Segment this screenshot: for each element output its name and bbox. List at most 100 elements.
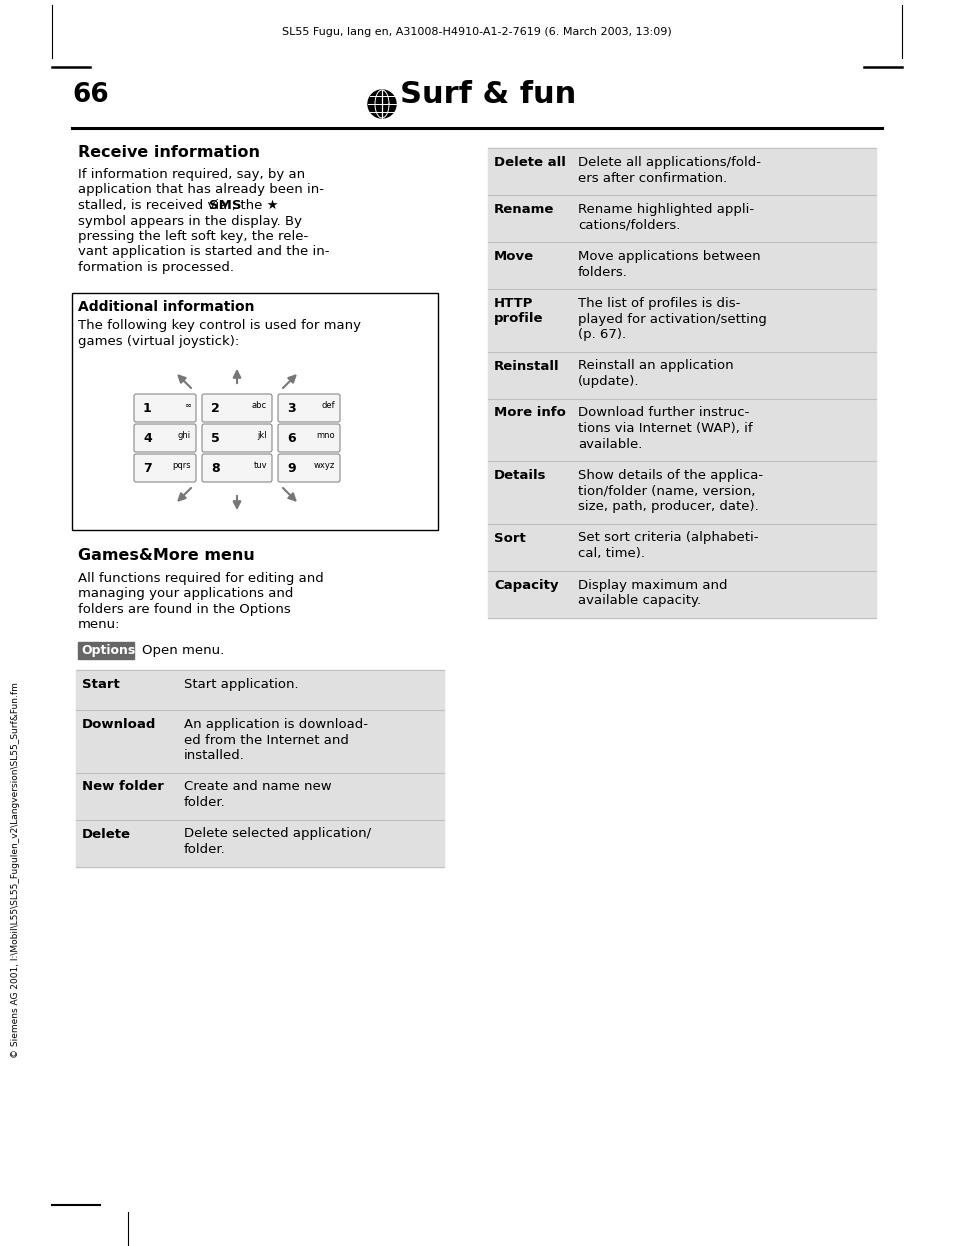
Text: 5: 5 (211, 431, 219, 445)
Text: tion/folder (name, version,: tion/folder (name, version, (578, 485, 755, 497)
Text: Delete all: Delete all (494, 156, 565, 169)
Text: © Siemens AG 2001, I:\Mobil\L55\SL55_Fugulen_v2\Langversion\SL55_Surf&Fun.fm: © Siemens AG 2001, I:\Mobil\L55\SL55_Fug… (11, 682, 20, 1058)
Text: , the ★: , the ★ (232, 199, 278, 212)
Text: folders are found in the Options: folders are found in the Options (78, 603, 291, 616)
Text: (update).: (update). (578, 375, 639, 388)
Text: The list of profiles is dis-: The list of profiles is dis- (578, 297, 740, 310)
Bar (488, 242, 875, 289)
Text: Reinstall an application: Reinstall an application (578, 360, 733, 373)
Text: folders.: folders. (578, 265, 627, 279)
Text: ers after confirmation.: ers after confirmation. (578, 172, 726, 184)
Text: folder.: folder. (184, 796, 226, 809)
Text: cal, time).: cal, time). (578, 547, 644, 559)
Text: tions via Internet (WAP), if: tions via Internet (WAP), if (578, 422, 752, 435)
Text: Surf & fun: Surf & fun (399, 80, 576, 108)
Text: Start: Start (82, 678, 120, 692)
Text: 6: 6 (287, 431, 295, 445)
Text: Details: Details (494, 468, 546, 482)
Text: The following key control is used for many: The following key control is used for ma… (78, 319, 360, 331)
Text: (p. 67).: (p. 67). (578, 328, 625, 341)
Text: games (virtual joystick):: games (virtual joystick): (78, 335, 239, 348)
Text: Set sort criteria (alphabeti-: Set sort criteria (alphabeti- (578, 532, 758, 545)
FancyBboxPatch shape (133, 394, 195, 422)
Text: pqrs: pqrs (172, 461, 191, 470)
Text: If information required, say, by an: If information required, say, by an (78, 168, 305, 181)
Text: pressing the left soft key, the rele-: pressing the left soft key, the rele- (78, 231, 308, 243)
Text: tuv: tuv (253, 461, 267, 470)
Bar (71, 293, 437, 530)
Text: Delete all applications/fold-: Delete all applications/fold- (578, 156, 760, 169)
Text: installed.: installed. (184, 749, 245, 763)
Text: vant application is started and the in-: vant application is started and the in- (78, 245, 329, 258)
Text: mno: mno (316, 431, 335, 440)
Text: New folder: New folder (82, 780, 164, 794)
Text: ghi: ghi (177, 431, 191, 440)
Text: Move: Move (494, 250, 534, 263)
Text: profile: profile (494, 312, 543, 325)
Text: Start application.: Start application. (184, 678, 298, 692)
Text: More info: More info (494, 406, 565, 420)
FancyBboxPatch shape (202, 454, 272, 482)
Text: 8: 8 (211, 461, 219, 475)
Text: 2: 2 (211, 401, 219, 415)
Text: Receive information: Receive information (78, 145, 260, 159)
Text: 4: 4 (143, 431, 152, 445)
Bar (76, 820, 443, 866)
Text: 66: 66 (71, 82, 109, 108)
FancyBboxPatch shape (202, 424, 272, 452)
Text: Sort: Sort (494, 532, 525, 545)
Bar (488, 399, 875, 461)
Text: 9: 9 (287, 461, 295, 475)
Text: 3: 3 (287, 401, 295, 415)
FancyBboxPatch shape (277, 424, 339, 452)
Text: An application is download-: An application is download- (184, 718, 368, 731)
Text: Options: Options (81, 644, 135, 657)
FancyBboxPatch shape (277, 454, 339, 482)
Text: All functions required for editing and: All functions required for editing and (78, 572, 323, 586)
Text: 1: 1 (143, 401, 152, 415)
Bar (488, 461, 875, 523)
Text: SL55 Fugu, lang en, A31008-H4910-A1-2-7619 (6. March 2003, 13:09): SL55 Fugu, lang en, A31008-H4910-A1-2-76… (282, 27, 671, 37)
Polygon shape (368, 90, 395, 118)
Bar (488, 523, 875, 571)
Text: jkl: jkl (257, 431, 267, 440)
Text: Download further instruc-: Download further instruc- (578, 406, 749, 420)
Text: played for activation/setting: played for activation/setting (578, 313, 766, 325)
Text: Additional information: Additional information (78, 300, 254, 314)
Text: def: def (321, 400, 335, 410)
Text: SMS: SMS (209, 199, 241, 212)
Text: Rename highlighted appli-: Rename highlighted appli- (578, 203, 753, 216)
Text: cations/folders.: cations/folders. (578, 218, 679, 232)
Bar (488, 289, 875, 351)
Text: abc: abc (252, 400, 267, 410)
Text: size, path, producer, date).: size, path, producer, date). (578, 500, 758, 513)
Text: symbol appears in the display. By: symbol appears in the display. By (78, 214, 302, 228)
Text: available capacity.: available capacity. (578, 594, 700, 607)
Text: stalled, is received via: stalled, is received via (78, 199, 232, 212)
Text: Rename: Rename (494, 203, 554, 216)
Bar (76, 670, 443, 710)
Bar (76, 710, 443, 773)
Text: Move applications between: Move applications between (578, 250, 760, 263)
Text: HTTP: HTTP (494, 297, 533, 310)
Text: menu:: menu: (78, 618, 120, 632)
FancyBboxPatch shape (277, 394, 339, 422)
Text: application that has already been in-: application that has already been in- (78, 183, 324, 197)
Text: Games&More menu: Games&More menu (78, 548, 254, 563)
Bar (488, 148, 875, 196)
Text: wxyz: wxyz (314, 461, 335, 470)
Text: Display maximum and: Display maximum and (578, 578, 727, 592)
FancyBboxPatch shape (133, 454, 195, 482)
Text: ed from the Internet and: ed from the Internet and (184, 734, 349, 746)
Bar (488, 351, 875, 399)
Text: Open menu.: Open menu. (142, 644, 224, 657)
FancyBboxPatch shape (133, 424, 195, 452)
Text: Download: Download (82, 718, 156, 731)
Bar (78, 642, 133, 659)
Text: managing your applications and: managing your applications and (78, 588, 294, 601)
Bar (488, 571, 875, 618)
Text: Show details of the applica-: Show details of the applica- (578, 468, 762, 482)
FancyBboxPatch shape (202, 394, 272, 422)
Text: Delete: Delete (82, 827, 131, 841)
Text: formation is processed.: formation is processed. (78, 260, 233, 274)
